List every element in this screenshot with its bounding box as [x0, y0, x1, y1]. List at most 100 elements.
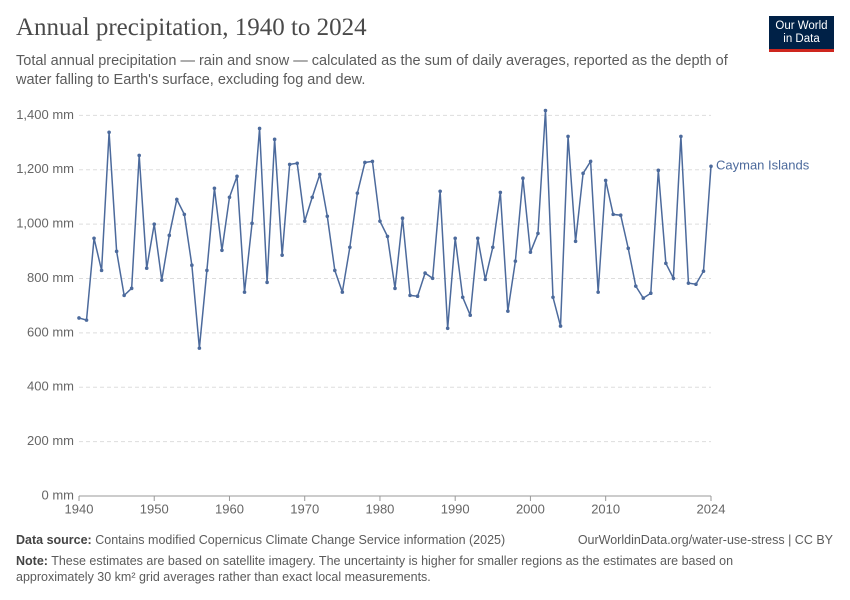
- point: [137, 153, 141, 158]
- point: [611, 212, 615, 217]
- point: [333, 268, 337, 273]
- point: [287, 162, 292, 167]
- point: [310, 195, 315, 200]
- point: [618, 213, 623, 217]
- point: [144, 266, 149, 271]
- point: [415, 294, 420, 299]
- x-tick-label: 2010: [591, 501, 620, 516]
- point: [430, 276, 435, 281]
- line: [78, 110, 712, 349]
- point: [363, 160, 367, 165]
- point: [468, 313, 473, 318]
- point: [694, 282, 698, 287]
- point: [205, 268, 209, 273]
- point: [573, 239, 578, 244]
- logo[interactable]: Our World in Data: [769, 16, 834, 52]
- point: [453, 236, 457, 241]
- chart-title: Annual precipitation, 1940 to 2024: [16, 14, 367, 41]
- point: [679, 134, 683, 139]
- x-tick-label: 1990: [441, 501, 470, 516]
- point: [197, 346, 202, 350]
- point: [175, 197, 179, 202]
- point: [212, 186, 217, 191]
- point: [400, 216, 405, 220]
- y-tick-label: 400 mm: [27, 379, 74, 394]
- point: [513, 259, 518, 263]
- point: [709, 164, 713, 169]
- point: [167, 233, 172, 238]
- point: [445, 326, 450, 331]
- note: Note: These estimates are based on satel…: [16, 553, 776, 585]
- x-tick-label: 1940: [65, 501, 94, 516]
- point: [588, 159, 593, 164]
- point: [227, 195, 232, 200]
- point: [355, 191, 360, 195]
- x-tick-label: 2024: [697, 501, 726, 516]
- note-label: Note:: [16, 554, 48, 568]
- point: [182, 212, 187, 217]
- point: [340, 290, 345, 294]
- point: [393, 286, 397, 291]
- point: [603, 178, 608, 183]
- point: [257, 126, 262, 131]
- point: [641, 296, 646, 300]
- y-tick-label: 1,200 mm: [16, 161, 74, 176]
- point: [551, 295, 555, 300]
- point: [220, 248, 224, 253]
- y-tick-label: 1,400 mm: [16, 107, 74, 122]
- point: [483, 277, 488, 282]
- point: [558, 324, 563, 328]
- point: [656, 168, 661, 173]
- point: [77, 316, 81, 320]
- x-tick-label: 1950: [140, 501, 169, 516]
- point: [491, 245, 495, 250]
- point: [528, 250, 533, 254]
- point: [408, 293, 412, 298]
- point: [84, 318, 89, 322]
- y-tick-label: 200 mm: [27, 433, 74, 448]
- source-text: Contains modified Copernicus Climate Cha…: [95, 533, 506, 547]
- point: [475, 236, 480, 241]
- point: [460, 295, 465, 300]
- point: [317, 172, 322, 177]
- point: [686, 281, 691, 285]
- point: [280, 253, 284, 257]
- point: [272, 137, 277, 142]
- point: [348, 245, 352, 250]
- point: [92, 236, 96, 241]
- y-tick-label: 600 mm: [27, 324, 74, 339]
- point: [378, 219, 382, 223]
- point: [566, 134, 570, 139]
- point: [295, 161, 299, 166]
- source: Data source: Contains modified Copernicu…: [16, 533, 505, 547]
- legend-label: Cayman Islands: [716, 158, 810, 173]
- point: [235, 174, 239, 179]
- y-tick-label: 800 mm: [27, 270, 74, 285]
- y-tick-label: 0 mm: [42, 487, 75, 502]
- point: [664, 261, 668, 266]
- point: [506, 309, 510, 313]
- point: [596, 290, 600, 294]
- point: [159, 278, 164, 282]
- point: [626, 246, 631, 251]
- point: [633, 284, 638, 288]
- x-tick-label: 1970: [290, 501, 319, 516]
- point: [438, 189, 442, 194]
- url[interactable]: OurWorldinData.org/water-use-stress | CC…: [577, 533, 833, 547]
- y-tick-label: 1,000 mm: [16, 216, 74, 231]
- point: [129, 286, 134, 291]
- point: [107, 130, 111, 135]
- point: [701, 269, 706, 273]
- point: [521, 176, 525, 181]
- point: [114, 249, 119, 254]
- point: [242, 290, 247, 294]
- point: [265, 280, 269, 285]
- point: [536, 231, 540, 236]
- note-text: These estimates are based on satellite i…: [16, 554, 734, 584]
- point: [190, 263, 194, 268]
- point: [649, 291, 653, 296]
- point: [250, 221, 254, 226]
- point: [498, 190, 503, 195]
